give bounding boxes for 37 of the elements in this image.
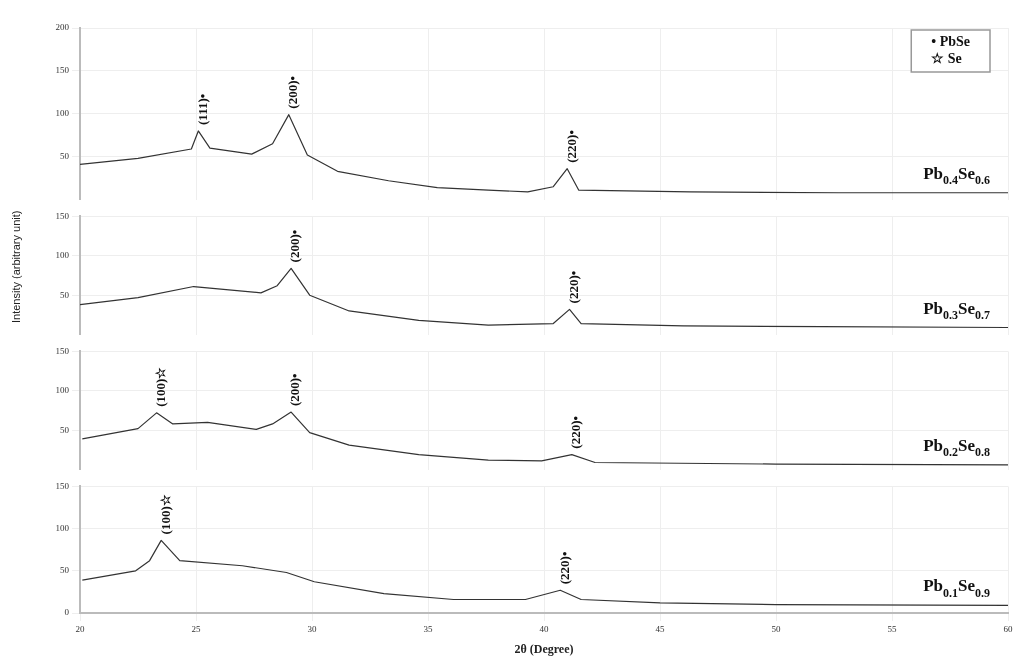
y-tick-label: 200 (55, 22, 70, 33)
annotation: (200)• (285, 75, 301, 109)
annotation: ☆ Se (931, 50, 962, 66)
y-tick-label: 100 (55, 385, 70, 396)
x-tick-label: 30 (307, 623, 317, 634)
annotation: (100)☆ (157, 494, 173, 535)
y-tick-label: 150 (55, 210, 70, 221)
x-tick-label: 35 (423, 623, 433, 634)
y-tick-label: 50 (60, 565, 70, 576)
annotation: (200)• (287, 372, 303, 407)
x-tick-label: 20 (75, 623, 85, 634)
annotation: • PbSe (931, 33, 971, 49)
x-tick-label: 45 (655, 623, 665, 634)
y-axis-title: Intensity (arbitrary unit) (10, 210, 22, 323)
y-tick-label: 150 (55, 65, 70, 76)
y-tick-label: 150 (55, 345, 70, 356)
y-tick-label: 100 (55, 250, 70, 261)
annotation: (220)• (556, 551, 572, 585)
x-tick-label: 40 (539, 623, 549, 634)
y-tick-label: 0 (64, 607, 70, 618)
y-tick-label: 50 (60, 151, 70, 162)
annotation: (100)☆ (152, 366, 168, 407)
annotation: (220)• (563, 129, 579, 163)
x-axis-title: 2θ (Degree) (514, 641, 574, 656)
annotation: (220)• (568, 415, 584, 449)
annotation: (200)• (287, 229, 303, 263)
y-tick-label: 150 (55, 480, 70, 491)
annotation: (111)• (194, 93, 210, 125)
x-tick-label: 60 (1003, 623, 1013, 634)
x-tick-label: 25 (191, 623, 201, 634)
y-tick-label: 50 (60, 289, 70, 300)
annotation: (220)• (565, 270, 581, 304)
x-tick-label: 55 (887, 623, 897, 634)
y-tick-label: 100 (55, 108, 70, 119)
x-tick-label: 50 (771, 623, 781, 634)
y-tick-label: 100 (55, 522, 70, 533)
y-tick-label: 50 (60, 424, 70, 435)
